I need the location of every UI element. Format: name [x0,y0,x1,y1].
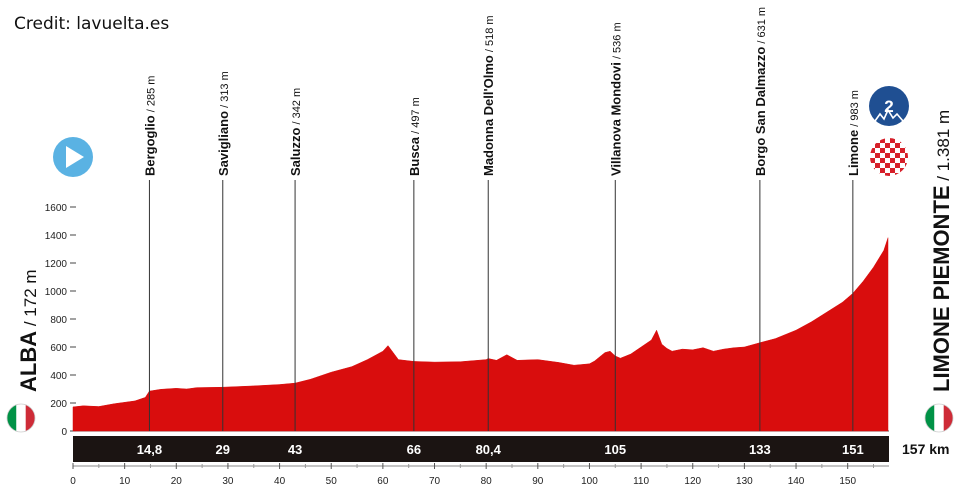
waypoint-label: Savigliano / 313 m [216,71,231,176]
x-tick-label: 50 [326,476,338,487]
start-altitude: / 172 m [21,269,40,330]
finish-italy-flag-icon [925,404,953,432]
flag-outline [924,403,954,433]
waypoint-altitude: / 285 m [145,76,157,116]
x-tick-label: 10 [119,476,131,487]
x-tick-label: 140 [788,476,805,487]
flag-outline [6,403,36,433]
y-tick-label: 800 [50,315,67,326]
credit-text: Credit: lavuelta.es [14,14,170,34]
x-tick-label: 20 [171,476,183,487]
distance-bar [73,436,889,462]
waypoint-km-label: 14,8 [137,442,162,457]
y-tick-label: 1600 [45,203,68,214]
waypoint-name: Madonna Dell'Olmo [481,55,496,176]
waypoint-name: Limone [846,130,861,176]
finish-checkered-icon [870,138,908,176]
waypoint-label: Saluzzo / 342 m [288,88,303,176]
waypoint-altitude: / 536 m [611,22,623,62]
waypoint-label: Busca / 497 m [407,97,422,176]
waypoint-altitude: / 631 m [756,7,768,47]
x-tick-label: 150 [839,476,856,487]
elevation-area [72,237,889,432]
waypoint-label: Borgo San Dalmazzo / 631 m [753,7,768,176]
waypoint-altitude: / 313 m [219,71,231,111]
waypoint-km-label: 133 [749,442,771,457]
waypoint-km-label: 105 [604,442,626,457]
x-tick-label: 100 [581,476,598,487]
waypoint-altitude: / 983 m [849,90,861,130]
start-label: ALBA / 172 m [16,269,41,392]
climb-category-number: 2 [884,97,893,116]
waypoint-km-label: 151 [842,442,864,457]
waypoint-label: Villanova Mondovi / 536 m [608,22,623,176]
waypoint-altitude: / 518 m [484,15,496,55]
y-tick-label: 0 [61,427,67,438]
x-tick-label: 130 [736,476,753,487]
waypoint-name: Saluzzo [288,128,303,176]
waypoint-altitude: / 342 m [291,88,303,128]
waypoint-name: Bergoglio [142,115,157,176]
x-tick-label: 40 [274,476,286,487]
mountain-icon [874,108,904,122]
x-tick-label: 30 [222,476,234,487]
y-tick-label: 400 [50,371,67,382]
x-tick-label: 110 [633,476,649,487]
y-tick-label: 600 [50,343,67,354]
waypoint-name: Villanova Mondovi [608,62,623,176]
waypoint-name: Busca [407,136,422,176]
finish-name: LIMONE PIEMONTE [929,185,954,392]
waypoint-km-label: 43 [288,442,302,457]
play-triangle-icon [66,146,84,168]
waypoint-km-label: 66 [407,442,421,457]
x-tick-label: 60 [377,476,389,487]
y-tick-label: 200 [50,399,67,410]
waypoint-label: Limone / 983 m [846,90,861,176]
y-tick-label: 1200 [45,259,68,270]
x-tick-label: 80 [481,476,493,487]
waypoint-km-label: 80,4 [476,442,502,457]
waypoint-label: Madonna Dell'Olmo / 518 m [481,15,496,176]
waypoint-name: Borgo San Dalmazzo [753,47,768,176]
y-tick-label: 1400 [45,231,68,242]
total-distance: 157 km [902,441,949,457]
waypoint-label: Bergoglio / 285 m [142,76,157,176]
x-tick-label: 90 [532,476,544,487]
start-italy-flag-icon [7,404,35,432]
x-tick-label: 70 [429,476,441,487]
waypoint-name: Savigliano [216,111,231,176]
finish-altitude: / 1.381 m [934,110,953,186]
finish-label: LIMONE PIEMONTE / 1.381 m [929,110,954,392]
waypoint-altitude: / 497 m [410,97,422,137]
start-name: ALBA [16,331,41,392]
y-tick-label: 1000 [45,287,68,298]
x-tick-label: 0 [70,476,76,487]
waypoint-km-label: 29 [216,442,230,457]
x-tick-label: 120 [684,476,701,487]
